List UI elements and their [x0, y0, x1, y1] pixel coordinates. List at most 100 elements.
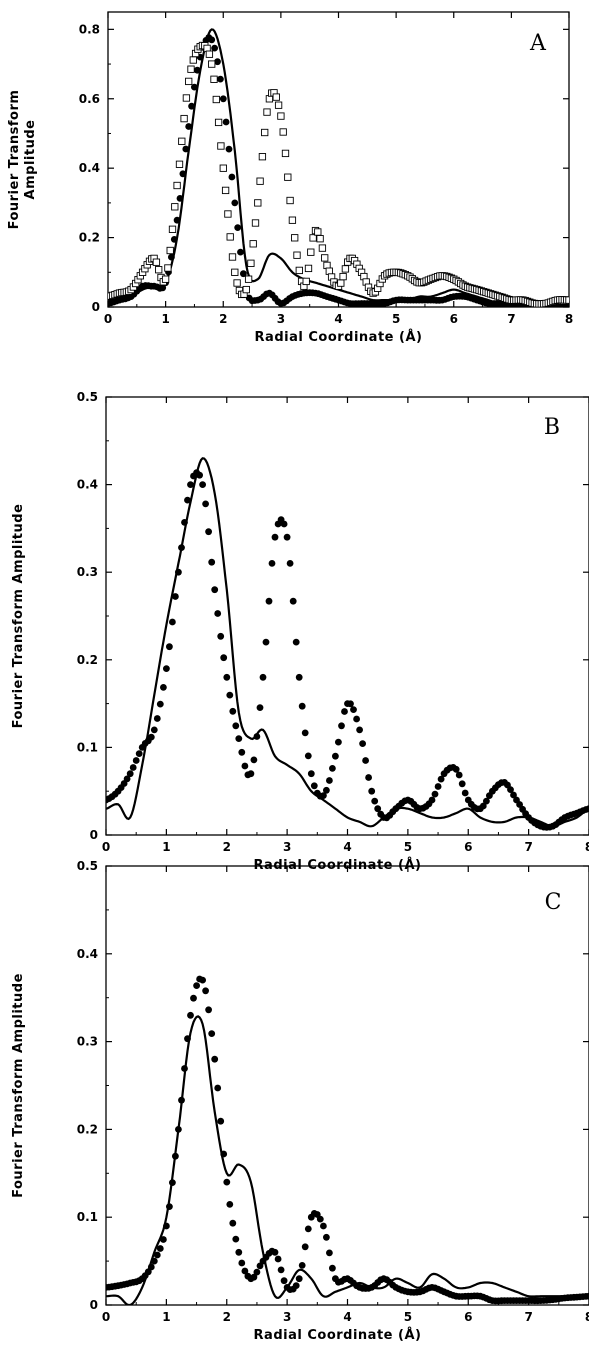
data-point-square: [279, 128, 287, 136]
data-point-circle: [231, 199, 239, 207]
data-point-circle: [323, 786, 330, 794]
x-tick-label: 3: [277, 312, 285, 326]
data-point-square: [261, 128, 269, 137]
data-point-circle: [187, 481, 194, 488]
data-point-circle: [170, 236, 178, 243]
y-tick-label: 0.1: [77, 740, 98, 754]
data-point-circle: [274, 1255, 282, 1263]
plot-area: [106, 457, 589, 831]
y-tick-label: 0.3: [77, 565, 98, 579]
data-point-circle: [178, 1096, 185, 1104]
data-point-circle: [304, 752, 312, 760]
data-point-circle: [271, 533, 279, 541]
x-tick-label: 3: [283, 840, 291, 854]
data-point-circle: [268, 560, 276, 567]
y-axis-label: Fourier Transform Amplitude: [11, 504, 26, 729]
series-filled-circles: [108, 34, 569, 307]
data-point-circle: [368, 787, 376, 795]
data-point-square: [272, 93, 280, 101]
data-point-circle: [235, 1248, 243, 1256]
data-point-circle: [238, 748, 246, 756]
data-point-square: [293, 251, 301, 259]
data-point-circle: [150, 1257, 158, 1265]
y-tick-label: 0.5: [77, 390, 98, 404]
data-point-circle: [182, 145, 190, 153]
data-point-circle: [253, 1268, 261, 1276]
data-point-circle: [196, 471, 204, 479]
data-point-square: [304, 264, 313, 273]
data-point-circle: [283, 533, 291, 541]
data-point-circle: [169, 1179, 176, 1186]
x-tick-label: 7: [524, 1310, 532, 1324]
data-point-circle: [176, 195, 184, 202]
x-tick-label: 6: [450, 312, 458, 326]
data-point-circle: [184, 496, 191, 504]
data-point-square: [221, 186, 230, 195]
panel-c: 0 1 2 3 4 5 6 7 8 0 0.1 0.2 0.3 0.4 0.5 Radial Coordina…: [11, 859, 589, 1343]
x-axis-label: Radial Coordinate (Å): [254, 1327, 422, 1343]
data-point-circle: [232, 1235, 240, 1243]
data-point-circle: [335, 738, 342, 746]
data-point-circle: [211, 586, 219, 594]
x-axis-label: Radial Coordinate (Å): [255, 329, 423, 345]
panel-a: 0 1 2 3 4 5 6 7 8 0 0.2 0.4 0.6 0.8 Radial Coordinate …: [7, 11, 573, 345]
data-point-square: [244, 275, 253, 283]
data-point-square: [226, 233, 234, 241]
data-point-square: [263, 108, 271, 116]
data-point-square: [295, 266, 303, 275]
data-point-square: [224, 210, 232, 218]
y-tick-label: 0: [92, 300, 100, 314]
y-tick-label: 0.3: [77, 1035, 98, 1049]
data-point-circle: [234, 224, 242, 232]
data-point-square: [214, 118, 223, 127]
data-point-circle: [185, 123, 193, 130]
y-tick-label: 0.4: [77, 947, 98, 961]
data-point-circle: [237, 248, 244, 256]
data-point-circle: [238, 1259, 246, 1267]
data-point-square: [274, 101, 283, 109]
data-point-circle: [168, 253, 175, 261]
data-point-circle: [356, 726, 363, 734]
y-tick-label: 0.2: [79, 231, 100, 245]
x-tick-label: 1: [161, 312, 169, 326]
x-tick-label: 4: [334, 312, 342, 326]
data-point-square: [242, 285, 250, 294]
data-point-circle: [286, 560, 294, 567]
data-point-square: [175, 160, 184, 168]
data-point-circle: [202, 500, 210, 508]
data-point-circle: [326, 1249, 333, 1257]
series-solid-line: [106, 1015, 589, 1305]
data-point-circle: [323, 1233, 330, 1241]
y-tick-label: 0: [90, 1298, 98, 1312]
y-tick-label: 0.8: [79, 22, 100, 36]
data-point-circle: [205, 528, 213, 536]
y-tick-label: 0.2: [77, 653, 98, 667]
data-point-square: [249, 240, 257, 248]
data-point-circle: [295, 1275, 303, 1283]
data-point-circle: [310, 782, 318, 790]
plot-frame: [105, 865, 589, 1306]
data-point-circle: [301, 729, 309, 737]
data-point-circle: [259, 673, 267, 681]
data-point-circle: [298, 702, 306, 710]
data-point-circle: [126, 770, 134, 778]
series-open-squares: [108, 41, 569, 307]
data-point-circle: [250, 1273, 258, 1281]
data-point-circle: [240, 270, 247, 278]
data-point-square: [166, 246, 174, 255]
data-point-circle: [199, 481, 207, 488]
x-tick-label: 7: [524, 840, 532, 854]
data-point-circle: [280, 520, 288, 528]
data-point-circle: [455, 771, 463, 779]
data-point-circle: [223, 673, 231, 681]
x-tick-label: 1: [162, 840, 170, 854]
data-point-circle: [316, 1215, 324, 1223]
data-point-circle: [353, 715, 360, 723]
data-point-circle: [222, 118, 230, 126]
data-point-circle: [229, 707, 237, 715]
data-point-circle: [295, 673, 303, 681]
x-tick-label: 8: [585, 1310, 589, 1324]
x-tick-label: 8: [565, 312, 573, 326]
data-point-circle: [147, 733, 155, 741]
